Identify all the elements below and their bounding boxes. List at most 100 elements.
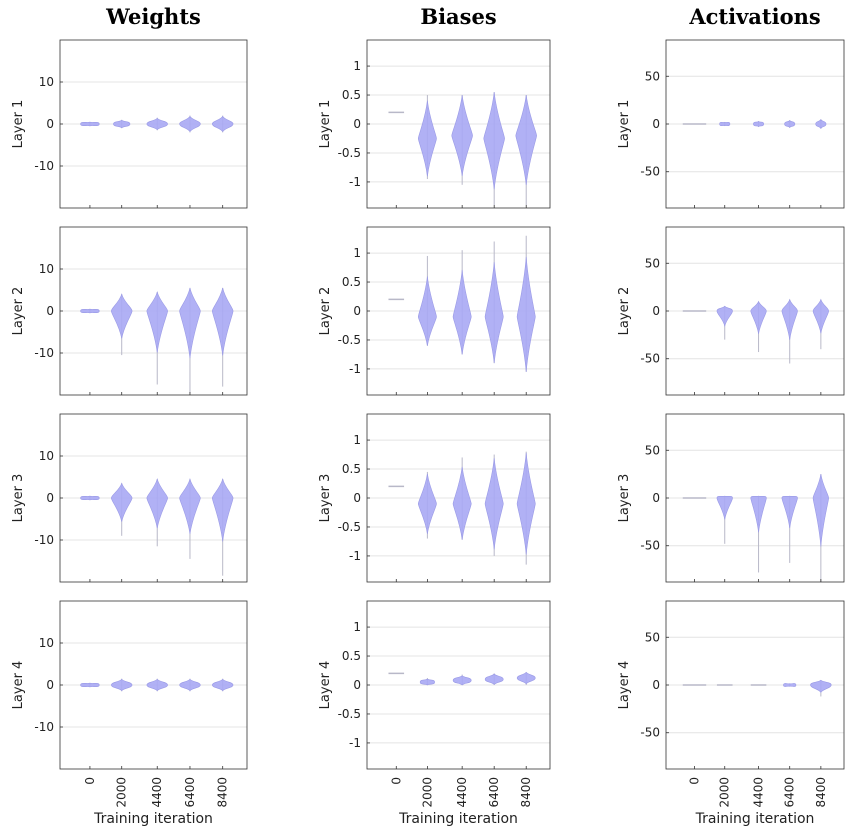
violin [179,477,201,559]
violin-body [211,477,234,542]
x-tick-label: 8400 [814,777,828,808]
panel-frame [59,226,248,396]
violin [781,495,798,563]
violin [484,673,504,685]
y-tick-label: 10 [39,449,54,463]
violin [783,683,797,687]
violin [179,115,201,133]
violin [516,451,536,565]
panel-frame [59,39,248,209]
violin-body [146,477,168,529]
row-label: Layer 1 [318,100,333,149]
violin-body [753,121,765,127]
y-tick-label: -50 [640,352,660,366]
violin-body [484,458,504,550]
y-tick-label: 0 [652,304,660,318]
violin-body [111,293,133,339]
y-tick-label: 10 [39,75,54,89]
violin-body [750,300,767,334]
panel-2-2: 50 0 -50 Layer 3 [617,413,845,583]
violin-body [111,482,133,522]
panel-1-3: 1 0.5 0 -0.5 -1 Layer 4 0 2000 4400 6400 8400Train… [318,600,551,827]
y-tick-label: 50 [645,256,660,270]
violin-body [419,678,435,686]
y-tick-label: 1 [353,433,361,447]
violin [417,95,437,180]
violin-body [810,679,832,693]
y-tick-label: 1 [353,59,361,73]
violin-body [80,308,100,314]
violin-body [515,94,537,186]
panel-frame [665,600,845,770]
row-label: Layer 3 [617,474,632,523]
panel-0-2: 10 0 -10 Layer 3 [11,413,248,583]
y-tick-label: -10 [34,346,54,360]
row-label: Layer 4 [11,661,26,710]
y-tick-label: -1 [349,362,361,376]
violin-body [716,305,733,328]
violin [179,678,201,692]
violin-body [783,683,797,687]
x-tick-label: 0 [389,777,403,785]
y-tick-label: 0 [46,117,54,131]
violin-body [179,287,201,359]
violin-body [211,115,234,133]
violin-body [179,678,201,692]
y-tick-label: 1 [353,620,361,634]
y-tick-label: -50 [640,165,660,179]
violin [111,293,133,356]
violin [146,477,168,547]
panel-2-3: 50 0 -50 Layer 4 0 2000 4400 6400 8400 Training i… [617,600,845,827]
panel-frame [59,600,248,770]
violin-body [417,276,437,346]
y-tick-label: 0 [353,491,361,505]
violin-body [812,474,829,547]
violin [753,121,765,127]
violin-body [516,671,536,685]
y-tick-label: 0 [46,678,54,692]
row-label: Layer 1 [11,100,26,149]
panel-1-2: 1 0.5 0 -0.5 -1 Layer 3 [318,413,551,583]
violin [784,120,796,128]
violin [80,682,100,688]
panel-0-1: 10 0 -10 Layer 2 [11,226,248,396]
violin [452,674,472,686]
violin [483,92,505,206]
y-tick-label: 0.5 [342,275,361,289]
x-tick-label: 8400 [216,777,230,808]
violin [113,119,131,129]
violin [452,250,472,355]
violin-body [716,495,733,520]
violin [80,495,100,501]
y-tick-label: 0 [46,304,54,318]
panel-2-1: 50 0 -50 Layer 2 [617,226,845,396]
violin [146,117,168,131]
violin-body [146,117,168,131]
y-tick-label: 10 [39,262,54,276]
violin [812,474,829,582]
panel-0-0: 10 0 -10 Layer 1 [11,39,248,209]
panel-frame [366,413,551,583]
panel-frame [665,39,845,209]
violin-body [516,256,536,372]
violin-body [484,673,504,685]
y-tick-label: 10 [39,636,54,650]
violin-body [815,119,827,129]
violin [484,454,504,556]
y-tick-label: -1 [349,549,361,563]
violin-body [516,452,536,555]
y-tick-label: 0 [652,491,660,505]
violin [179,287,201,393]
violin [452,457,472,540]
violin [719,121,731,127]
panel-1-1: 1 0.5 0 -0.5 -1 Layer 2 [318,226,551,396]
violin-body [750,495,767,533]
violin-body [211,287,234,356]
violin-body [211,678,234,692]
violin-body [452,269,472,355]
y-tick-label: -10 [34,533,54,547]
row-label: Layer 4 [318,661,333,710]
violin-body [179,477,201,534]
